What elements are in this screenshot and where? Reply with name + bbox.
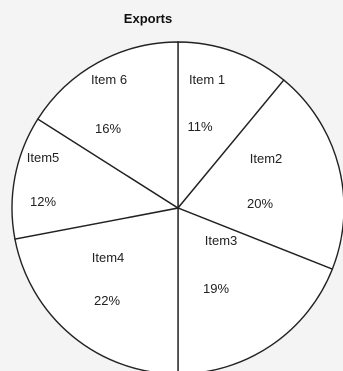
slice-value-5: 12% <box>30 194 56 209</box>
slice-label-2: Item2 <box>250 151 283 166</box>
slice-value-1: 11% <box>187 119 212 134</box>
slice-value-4: 22% <box>94 293 120 308</box>
slice-label-6: Item 6 <box>91 72 127 87</box>
pie-slices <box>11 41 343 371</box>
slice-value-2: 20% <box>247 196 273 211</box>
chart-title: Exports <box>124 11 172 26</box>
slice-label-5: Item5 <box>27 150 60 165</box>
pie-slice-1 <box>177 41 285 210</box>
pie-slice-4 <box>14 207 179 371</box>
slice-label-1: Item 1 <box>189 72 225 87</box>
slice-label-4: Item4 <box>92 250 125 265</box>
slice-label-3: Item3 <box>205 233 238 248</box>
pie-slice-5 <box>11 118 180 240</box>
slice-value-3: 19% <box>203 281 229 296</box>
slice-value-6: 16% <box>95 121 121 136</box>
pie-labels: Item 1 11% Item2 20% Item3 19% Item4 22% Item5 12… <box>27 72 283 308</box>
pie-slice-6 <box>36 41 179 210</box>
pie-slice-2 <box>176 79 343 271</box>
pie-slice-3 <box>177 206 334 371</box>
